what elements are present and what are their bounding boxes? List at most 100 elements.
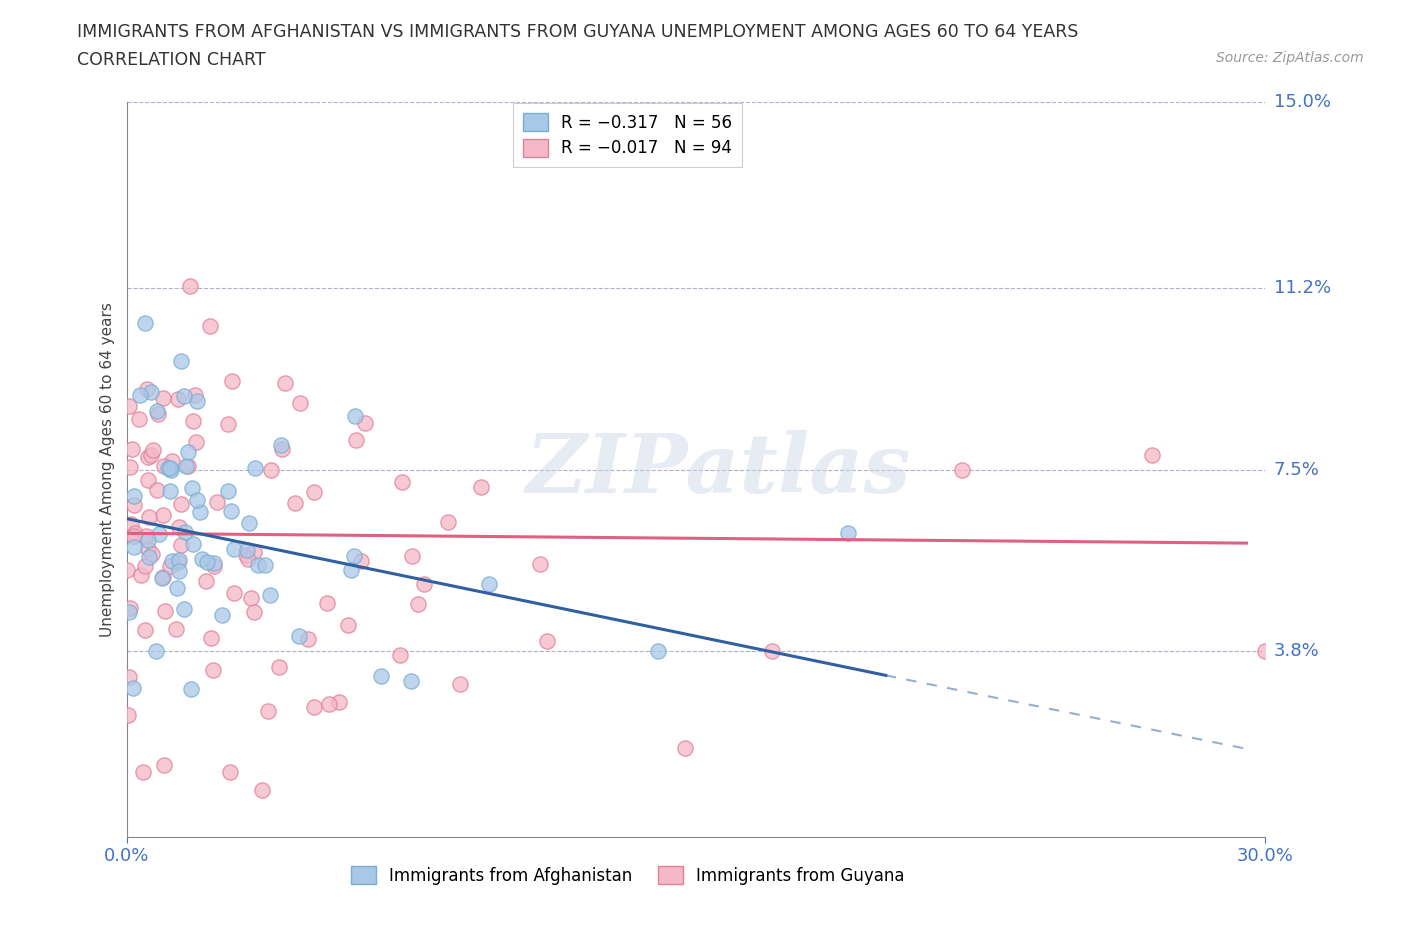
Point [145, 483, 167, 498]
Point [181, 414, 204, 429]
Point [122, 681, 145, 696]
Point [138, 509, 160, 524]
Point [136, 449, 159, 464]
Point [153, 758, 176, 773]
Point [120, 516, 142, 531]
Point [297, 631, 319, 646]
Point [136, 542, 159, 557]
Point [238, 515, 260, 530]
Point [156, 460, 179, 475]
Point [536, 633, 558, 648]
Point [260, 463, 283, 478]
Point [217, 417, 239, 432]
Point [148, 526, 170, 541]
Point [236, 543, 259, 558]
Point [304, 485, 326, 499]
Point [152, 570, 174, 585]
Point [449, 676, 471, 691]
Point [121, 442, 143, 457]
Point [328, 695, 350, 710]
Point [136, 381, 159, 396]
Point [146, 404, 169, 418]
Point [235, 548, 257, 563]
Point [179, 278, 201, 293]
Point [177, 445, 200, 460]
Point [135, 528, 157, 543]
Point [1254, 644, 1277, 658]
Point [118, 398, 141, 413]
Point [173, 602, 195, 617]
Point [271, 442, 294, 457]
Point [200, 631, 222, 645]
Point [181, 537, 204, 551]
Point [129, 567, 152, 582]
Point [165, 622, 187, 637]
Point [337, 618, 360, 632]
Point [344, 433, 367, 448]
Point [191, 551, 214, 566]
Point [195, 554, 218, 569]
Point [837, 525, 859, 540]
Text: Source: ZipAtlas.com: Source: ZipAtlas.com [1216, 51, 1364, 65]
Point [391, 474, 413, 489]
Point [138, 550, 160, 565]
Point [211, 607, 233, 622]
Point [202, 662, 225, 677]
Point [169, 564, 191, 578]
Point [186, 393, 208, 408]
Point [478, 577, 501, 591]
Point [181, 481, 204, 496]
Point [146, 406, 169, 421]
Point [267, 659, 290, 674]
Point [247, 557, 270, 572]
Point [224, 542, 246, 557]
Point [529, 556, 551, 571]
Point [145, 644, 167, 658]
Point [200, 318, 222, 333]
Point [159, 462, 181, 477]
Point [162, 453, 184, 468]
Point [180, 681, 202, 696]
Point [252, 783, 274, 798]
Point [122, 489, 145, 504]
Legend: Immigrants from Afghanistan, Immigrants from Guyana: Immigrants from Afghanistan, Immigrants … [340, 857, 914, 895]
Point [166, 581, 188, 596]
Point [173, 388, 195, 403]
Point [350, 553, 373, 568]
Point [170, 538, 193, 552]
Point [343, 549, 366, 564]
Point [124, 526, 146, 541]
Point [142, 443, 165, 458]
Point [152, 391, 174, 405]
Point [254, 557, 277, 572]
Point [129, 387, 152, 402]
Point [166, 392, 188, 406]
Point [184, 388, 207, 403]
Text: ZIPatlas: ZIPatlas [526, 430, 911, 510]
Point [242, 604, 264, 619]
Point [159, 460, 181, 475]
Point [413, 577, 436, 591]
Point [132, 764, 155, 779]
Point [134, 622, 156, 637]
Point [139, 447, 162, 462]
Point [122, 528, 145, 543]
Point [120, 601, 142, 616]
Point [117, 708, 139, 723]
Point [136, 472, 159, 487]
Point [120, 459, 142, 474]
Text: 7.5%: 7.5% [1274, 460, 1320, 479]
Text: 11.2%: 11.2% [1274, 279, 1331, 298]
Point [134, 316, 156, 331]
Point [243, 461, 266, 476]
Text: IMMIGRANTS FROM AFGHANISTAN VS IMMIGRANTS FROM GUYANA UNEMPLOYMENT AMONG AGES 60: IMMIGRANTS FROM AFGHANISTAN VS IMMIGRANT… [77, 23, 1078, 41]
Point [340, 563, 363, 578]
Point [761, 644, 783, 658]
Point [240, 591, 263, 605]
Point [160, 553, 183, 568]
Point [257, 703, 280, 718]
Point [288, 629, 311, 644]
Point [134, 559, 156, 574]
Point [167, 552, 190, 567]
Point [176, 458, 198, 473]
